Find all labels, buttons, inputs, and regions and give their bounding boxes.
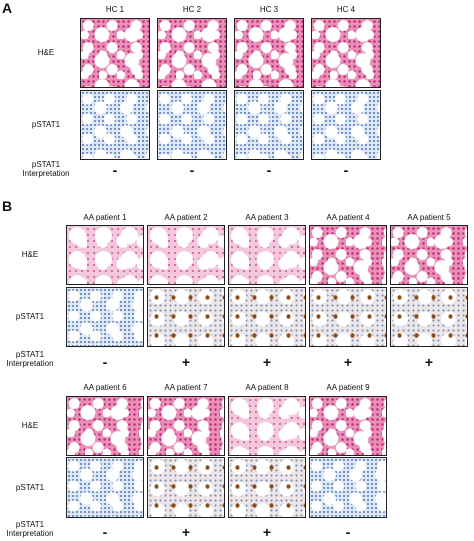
interpretation-sign: + <box>262 354 272 370</box>
interpretation-sign: - <box>102 524 108 540</box>
sample-title: HC 3 <box>259 5 279 14</box>
sample-title: AA patient 9 <box>326 383 370 392</box>
sample-title: AA patient 3 <box>245 213 289 222</box>
pstat1-image <box>80 90 150 160</box>
pstat1-image <box>66 457 144 518</box>
interpretation-sign: - <box>189 162 195 178</box>
panel-label: A <box>2 0 13 16</box>
sample-title: AA patient 2 <box>164 213 208 222</box>
he-image <box>309 396 387 456</box>
row-label: Interpretation <box>22 169 70 178</box>
sample-title: HC 2 <box>182 5 202 14</box>
pstat1-image <box>309 287 387 347</box>
row-label: pSTAT1 <box>31 160 61 169</box>
sample-title: AA patient 5 <box>407 213 451 222</box>
pstat1-image <box>228 457 306 518</box>
he-image <box>157 18 227 88</box>
sample-title: AA patient 1 <box>83 213 127 222</box>
he-image <box>390 225 468 285</box>
he-image <box>80 18 150 88</box>
sample-title: AA patient 6 <box>83 383 127 392</box>
sample-title: HC 4 <box>336 5 356 14</box>
he-image <box>309 225 387 285</box>
he-image <box>66 396 144 456</box>
row-label: H&E <box>37 48 55 57</box>
he-image <box>311 18 381 88</box>
interpretation-sign: + <box>262 524 272 540</box>
sample-title: HC 1 <box>105 5 125 14</box>
sample-title: AA patient 4 <box>326 213 370 222</box>
interpretation-sign: + <box>181 354 191 370</box>
interpretation-sign: + <box>181 524 191 540</box>
pstat1-image <box>234 90 304 160</box>
pstat1-image <box>157 90 227 160</box>
pstat1-image <box>147 287 225 347</box>
he-image <box>147 225 225 285</box>
row-label: pSTAT1 <box>15 350 45 359</box>
pstat1-image <box>309 457 387 518</box>
interpretation-sign: - <box>112 162 118 178</box>
interpretation-sign: + <box>424 354 434 370</box>
pstat1-image <box>147 457 225 518</box>
row-label: pSTAT1 <box>31 120 61 129</box>
he-image <box>147 396 225 456</box>
interpretation-sign: - <box>266 162 272 178</box>
he-image <box>228 225 306 285</box>
he-image <box>234 18 304 88</box>
row-label: Interpretation <box>6 529 54 538</box>
row-label: H&E <box>21 421 39 430</box>
pstat1-image <box>228 287 306 347</box>
interpretation-sign: - <box>102 354 108 370</box>
sample-title: AA patient 8 <box>245 383 289 392</box>
row-label: pSTAT1 <box>15 482 45 492</box>
interpretation-sign: + <box>343 354 353 370</box>
sample-title: AA patient 7 <box>164 383 208 392</box>
pstat1-image <box>390 287 468 347</box>
interpretation-sign: - <box>343 162 349 178</box>
row-label: pSTAT1 <box>15 520 45 529</box>
he-image <box>228 396 306 456</box>
row-label: pSTAT1 <box>15 312 45 321</box>
row-label: H&E <box>21 250 39 259</box>
interpretation-sign: - <box>345 524 351 540</box>
pstat1-image <box>66 287 144 347</box>
he-image <box>66 225 144 285</box>
panel-label: B <box>2 198 13 214</box>
row-label: Interpretation <box>6 359 54 368</box>
pstat1-image <box>311 90 381 160</box>
